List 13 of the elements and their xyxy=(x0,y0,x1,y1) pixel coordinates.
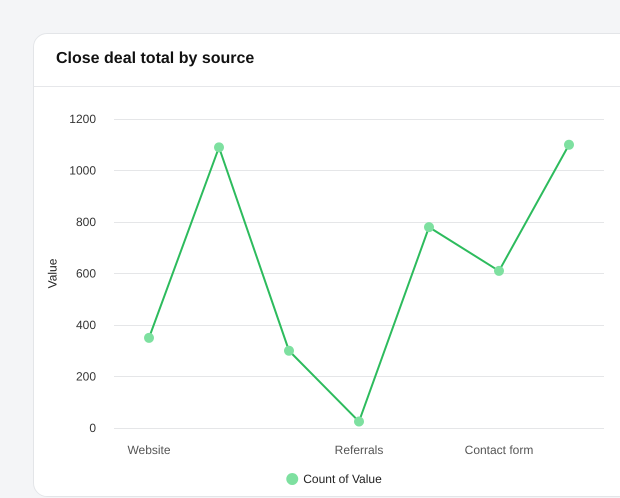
legend-label: Count of Value xyxy=(303,472,382,486)
y-tick-label: 200 xyxy=(76,370,96,384)
x-tick-label: Website xyxy=(127,443,171,457)
y-tick-label: 800 xyxy=(76,215,96,229)
chart-title: Close deal total by source xyxy=(56,50,254,68)
y-tick-label: 600 xyxy=(76,266,96,280)
y-tick-label: 400 xyxy=(76,318,96,332)
x-tick-label: Referrals xyxy=(334,443,384,457)
y-tick-label: 0 xyxy=(89,421,96,435)
x-tick-label: Contact form xyxy=(464,443,534,457)
y-tick-label: 1200 xyxy=(69,112,96,126)
y-tick-label: 1000 xyxy=(69,164,96,178)
y-axis-title: Value xyxy=(45,258,60,288)
